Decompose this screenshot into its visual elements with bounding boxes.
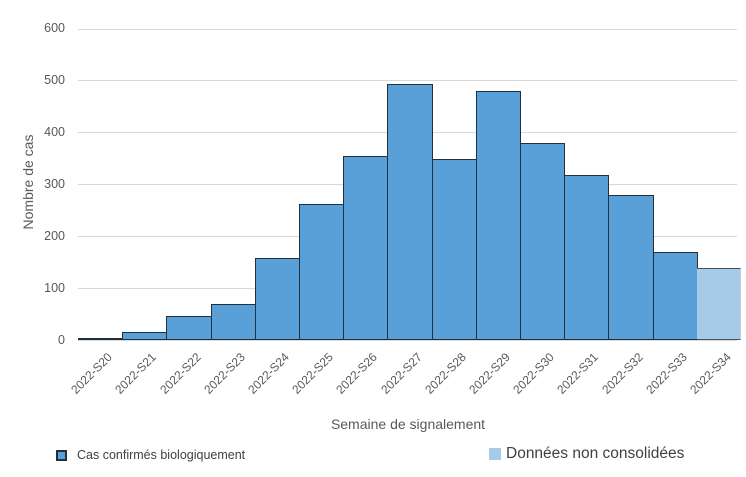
bar-2022-S26 — [343, 155, 389, 341]
bar-2022-S29 — [475, 90, 521, 341]
y-tick-label-100: 100 — [44, 280, 65, 295]
y-tick-label-400: 400 — [44, 124, 65, 139]
x-tick-label-2022-S34: 2022-S34 — [687, 349, 734, 397]
y-tick-label-600: 600 — [44, 21, 65, 35]
legend-label-confirmed-cases: Cas confirmés biologiquement — [77, 448, 246, 462]
gridline-y-0 — [78, 340, 737, 341]
bar-2022-S27 — [387, 84, 433, 341]
bar-2022-S22 — [166, 315, 212, 341]
y-tick-label-300: 300 — [44, 176, 65, 191]
legend-label-unconsolidated-data: Données non consolidées — [506, 445, 685, 462]
bar-2022-S32 — [608, 194, 654, 341]
x-tick-label-2022-S21: 2022-S21 — [112, 349, 160, 397]
gridline-y-600 — [78, 28, 737, 30]
bar-2022-S31 — [564, 175, 610, 341]
y-tick-label-0: 0 — [58, 332, 65, 347]
bar-2022-S28 — [431, 158, 477, 341]
bar-2022-S20 — [78, 337, 124, 341]
bar-2022-S25 — [299, 203, 345, 341]
legend-item-unconsolidated-data: Données non consolidées — [489, 445, 684, 463]
bar-2022-S24 — [254, 258, 300, 341]
legend-item-confirmed-cases: Cas confirmés biologiquement — [56, 448, 245, 462]
bar-2022-S34 — [696, 267, 742, 341]
y-tick-label-500: 500 — [44, 72, 65, 87]
bar-2022-S23 — [210, 304, 256, 341]
bar-2022-S21 — [122, 332, 168, 341]
y-tick-label-200: 200 — [44, 228, 65, 243]
bar-2022-S33 — [652, 252, 698, 341]
x-axis-title: Semaine de signalement — [330, 416, 486, 432]
bar-2022-S30 — [520, 143, 566, 341]
legend-swatch-confirmed-cases-icon — [56, 449, 67, 461]
gridline-y-500 — [78, 80, 737, 82]
legend-swatch-unconsolidated-data-icon — [489, 448, 501, 460]
